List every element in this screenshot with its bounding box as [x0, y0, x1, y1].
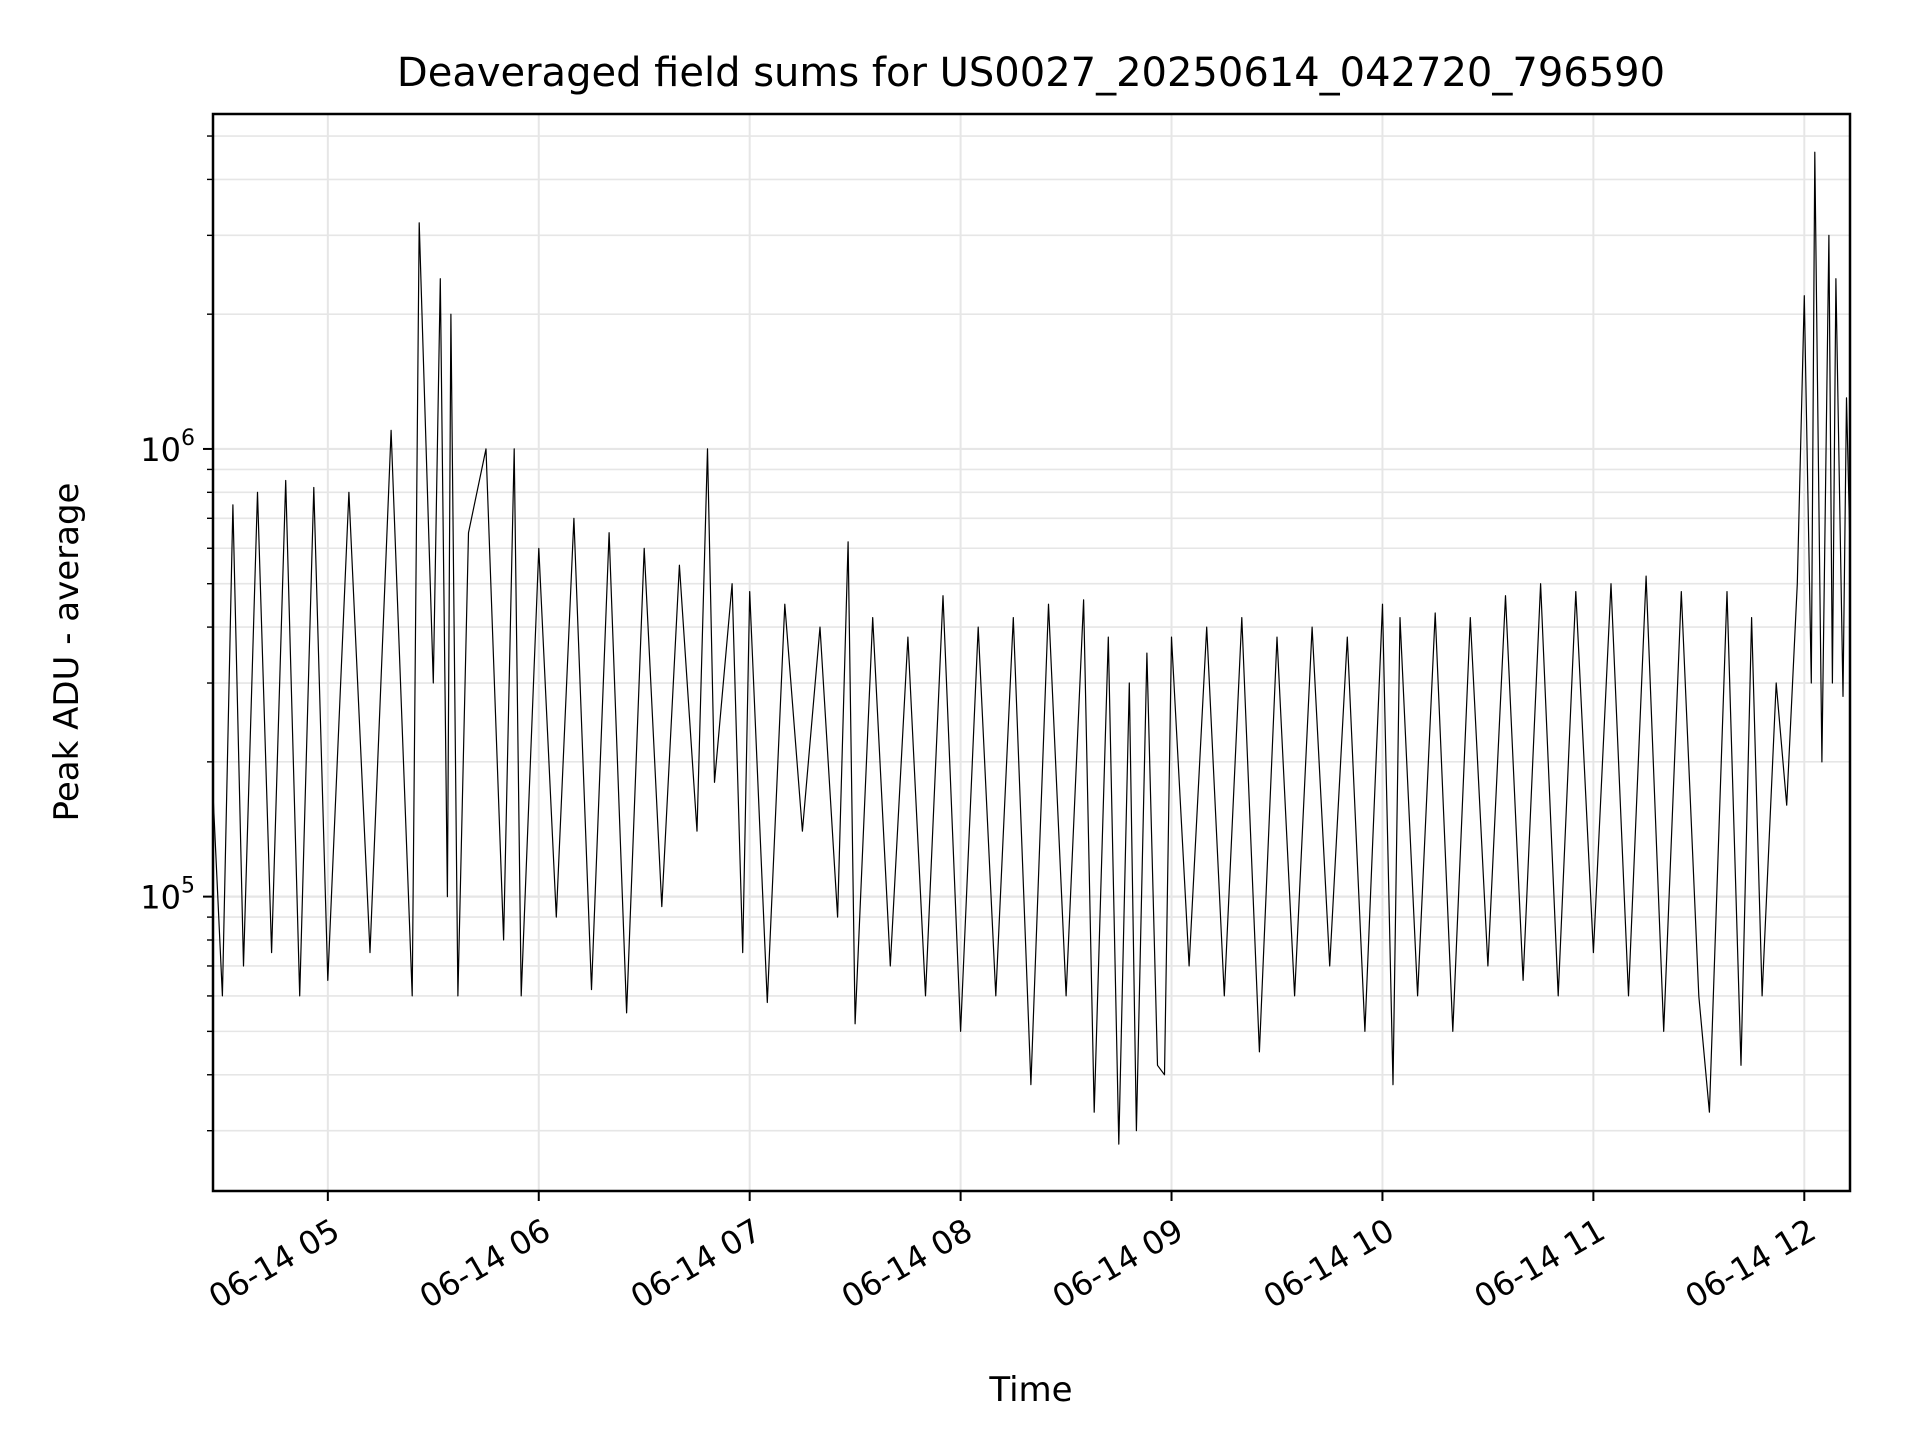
y-tick-label: 106 — [140, 426, 195, 469]
plot-frame — [211, 112, 1852, 1193]
y-axis-label: Peak ADU - average — [47, 483, 87, 822]
series-layer — [212, 151, 1851, 1145]
series-line — [212, 151, 1851, 1145]
chart-title: Deaveraged field sums for US0027_2025061… — [397, 50, 1665, 96]
x-axis-label: Time — [988, 1370, 1072, 1410]
y-tick-label: 105 — [140, 874, 195, 917]
